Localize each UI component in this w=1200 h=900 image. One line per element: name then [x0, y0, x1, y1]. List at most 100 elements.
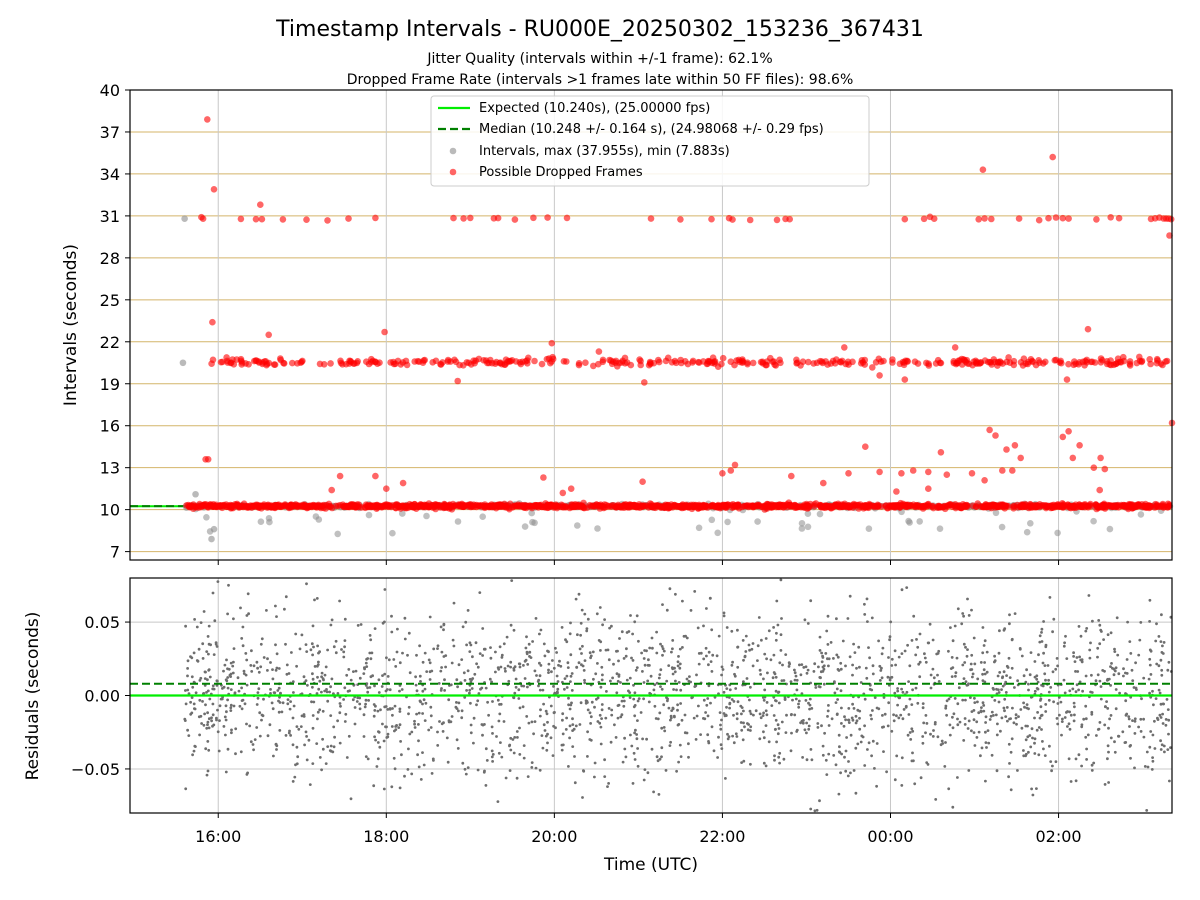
- residual-point: [480, 686, 484, 690]
- residual-point: [481, 723, 485, 727]
- residual-point: [1164, 718, 1168, 721]
- residual-point: [615, 672, 619, 676]
- residuals-y-axis-label: Residuals (seconds): [23, 612, 43, 781]
- residual-point: [710, 725, 714, 729]
- residual-point: [932, 729, 935, 732]
- residual-point: [300, 714, 304, 718]
- residual-point: [1041, 684, 1045, 688]
- residual-point: [241, 644, 245, 648]
- residual-point: [984, 741, 988, 744]
- dropped-frame-point: [1062, 502, 1070, 510]
- residual-point: [367, 699, 370, 702]
- residual-point: [1100, 630, 1103, 633]
- residual-point: [819, 676, 822, 680]
- residual-point: [390, 630, 394, 634]
- residual-point: [650, 747, 654, 751]
- residual-point: [226, 667, 229, 671]
- residual-point: [205, 650, 209, 653]
- residual-point: [358, 702, 362, 706]
- residual-point: [882, 725, 885, 729]
- residual-point: [332, 745, 336, 749]
- residual-point: [421, 660, 425, 664]
- residual-point: [436, 744, 440, 747]
- residual-point: [835, 653, 839, 657]
- residual-point: [631, 782, 635, 785]
- residual-point: [266, 734, 270, 738]
- residual-point: [1025, 703, 1029, 706]
- interval-point: [266, 518, 273, 526]
- residual-point: [490, 755, 494, 759]
- residual-point: [1038, 640, 1042, 644]
- residual-point: [732, 741, 736, 745]
- residual-point: [381, 722, 384, 726]
- residual-point: [863, 613, 867, 616]
- residual-point: [206, 740, 210, 743]
- residual-point: [206, 635, 210, 638]
- dropped-frame-point: [531, 357, 538, 365]
- dropped-frame-point: [238, 361, 245, 368]
- residual-point: [513, 736, 517, 739]
- residual-point: [1103, 723, 1107, 727]
- residual-point: [762, 711, 765, 715]
- residual-point: [1157, 664, 1161, 668]
- residual-point: [984, 715, 988, 719]
- residual-point: [708, 597, 712, 600]
- residual-point: [1047, 678, 1050, 682]
- dropped-frame-point: [381, 328, 388, 336]
- residual-point: [572, 727, 576, 731]
- residual-point: [567, 765, 570, 768]
- residual-point: [530, 766, 534, 769]
- residual-point: [333, 735, 336, 739]
- residual-point: [945, 713, 948, 717]
- residual-point: [198, 733, 202, 737]
- residual-point: [1107, 781, 1110, 784]
- interval-point: [312, 513, 320, 520]
- residual-point: [774, 727, 777, 731]
- residual-point: [187, 734, 191, 737]
- residual-point: [306, 683, 309, 687]
- dropped-frame-point: [536, 502, 544, 510]
- residual-point: [807, 701, 810, 705]
- residual-point: [512, 667, 516, 670]
- residual-point: [229, 661, 233, 665]
- residual-point: [508, 769, 512, 772]
- residual-point: [898, 696, 902, 700]
- residual-point: [705, 703, 709, 707]
- dropped-frame-point: [719, 354, 727, 362]
- residual-point: [807, 717, 811, 721]
- residual-point: [569, 703, 573, 707]
- residual-point: [311, 624, 315, 628]
- residual-point: [365, 682, 369, 686]
- residual-point: [206, 678, 209, 682]
- dropped-frame-point: [817, 502, 824, 510]
- residual-point: [474, 641, 478, 645]
- residual-point: [606, 785, 609, 788]
- residual-point: [1134, 661, 1137, 665]
- residual-point: [484, 747, 488, 751]
- dropped-frame-point: [538, 360, 546, 368]
- residual-point: [694, 738, 698, 741]
- residual-point: [993, 654, 996, 658]
- residual-point: [818, 635, 822, 639]
- residual-point: [423, 687, 427, 691]
- residual-point: [494, 650, 497, 654]
- residual-point: [983, 680, 987, 684]
- dropped-frame-point: [829, 357, 837, 365]
- residual-point: [574, 724, 578, 728]
- dropped-frame-point: [1009, 467, 1016, 474]
- residual-point: [1117, 672, 1121, 676]
- residual-point: [916, 645, 920, 649]
- residual-point: [990, 710, 994, 714]
- residual-point: [900, 588, 904, 592]
- residual-point: [499, 665, 503, 669]
- residual-point: [1024, 724, 1028, 728]
- residual-point: [982, 644, 986, 647]
- dropped-frame-point: [1097, 355, 1105, 362]
- residual-point: [1127, 717, 1131, 721]
- dropped-frame-point: [210, 186, 218, 193]
- residual-point: [186, 728, 190, 732]
- residual-point: [642, 681, 646, 684]
- residual-point: [245, 773, 249, 776]
- residual-point: [229, 703, 233, 707]
- dropped-frame-point: [260, 503, 268, 511]
